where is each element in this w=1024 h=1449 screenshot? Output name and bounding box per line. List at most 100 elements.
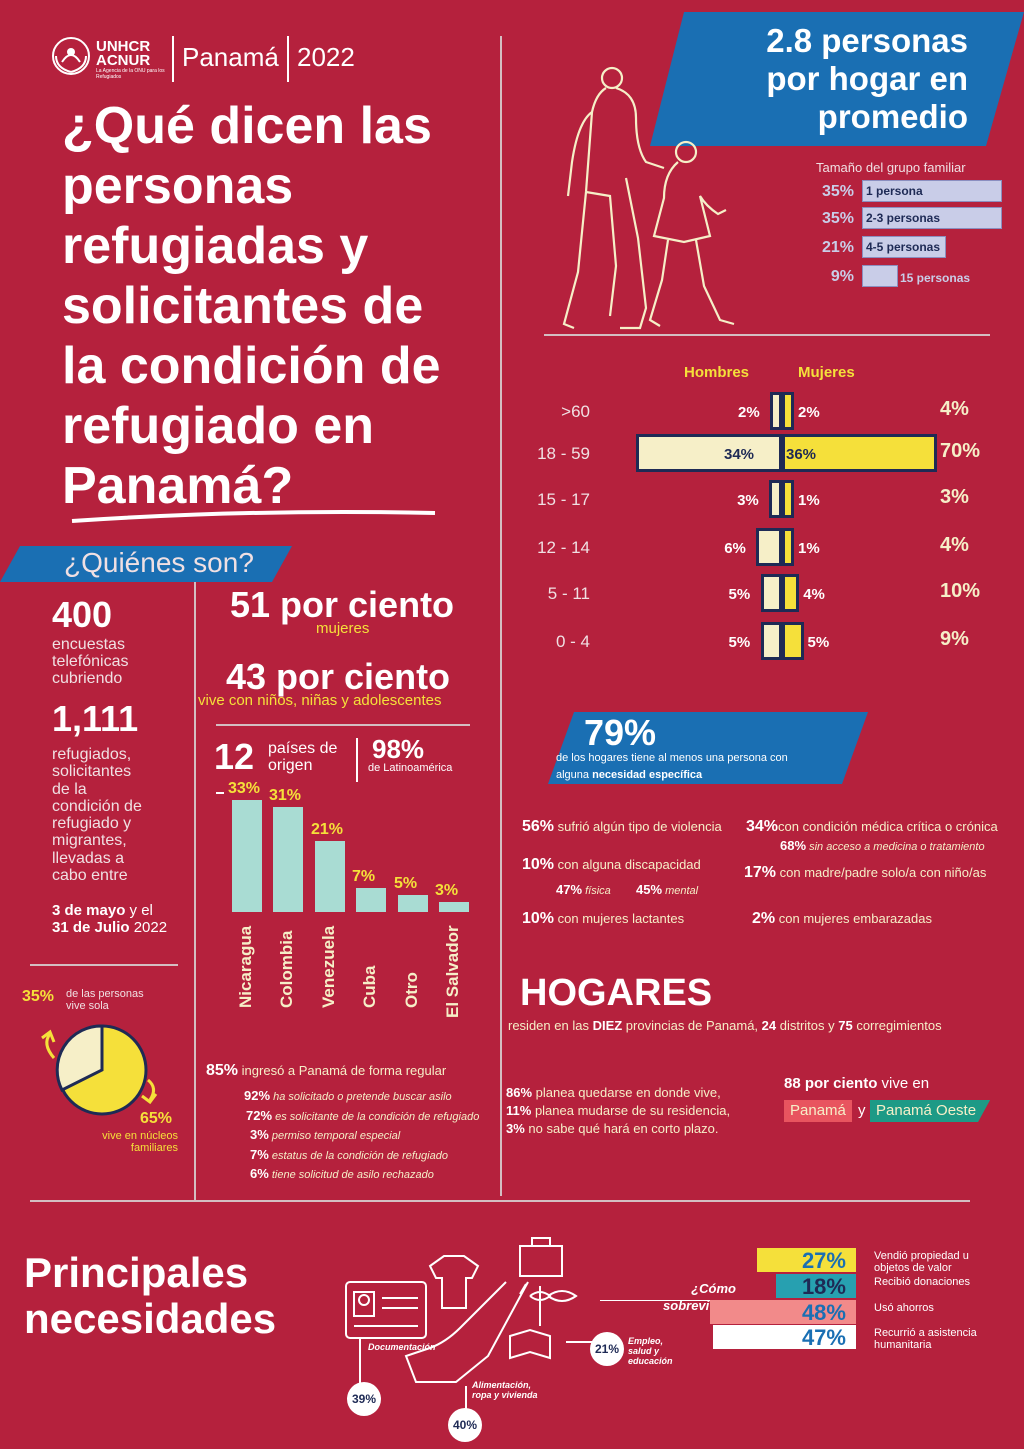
survival-label-line: Vendió propiedad u: [874, 1250, 969, 1262]
need-text: física: [585, 885, 611, 897]
need-doc-pct: 39%: [347, 1382, 381, 1416]
pyramid-women-pct: 1%: [798, 540, 820, 557]
pyramid-total-pct: 4%: [940, 534, 969, 556]
family-size-bar: [862, 207, 1002, 229]
entry-item: 6% tiene solicitud de asilo rechazado: [250, 1166, 434, 1181]
entry-item-pct: 3%: [250, 1127, 269, 1142]
entry-item-text: ha solicitado o pretende buscar asilo: [270, 1091, 452, 1103]
place-label: Panamá Oeste: [876, 1102, 977, 1119]
pyramid-men-bar: [760, 622, 782, 660]
pyramid-women-label: Mujeres: [798, 364, 855, 381]
pyramid-total-pct: 3%: [940, 486, 969, 508]
people-text-line: refugiado y: [52, 815, 132, 833]
title-line: la condición de: [62, 337, 441, 395]
need-pct: 34%: [746, 818, 779, 835]
pyramid-men-pct: 34%: [724, 446, 755, 463]
need-text: sin acceso a medicina o tratamiento: [809, 841, 985, 853]
surveys-number: 400: [52, 594, 113, 635]
children-text: vive con niños, niñas y adolescentes: [198, 692, 442, 709]
hogares-text-part: distritos y: [776, 1018, 839, 1033]
women-stat: 51 por ciento: [230, 584, 455, 625]
title-line: refugiado en: [62, 397, 375, 455]
need-emp-pct: 21%: [590, 1332, 624, 1366]
date-start: 3 de mayo: [52, 902, 126, 919]
principales-title-line: necesidades: [24, 1295, 277, 1342]
survival-label: Usó ahorros: [874, 1302, 994, 1314]
household-banner-text: 2.8 personas por hogar en promedio: [660, 22, 968, 136]
origin-category-label: Colombia: [277, 930, 296, 1008]
survival-pct: 48%: [710, 1300, 856, 1325]
title-line: ¿Qué dicen las: [62, 97, 432, 155]
family-size-bar: [862, 236, 946, 258]
family-size-label: 2-3 personas: [866, 211, 941, 225]
need-doc-label: Documentación: [368, 1342, 436, 1352]
need-text: sufrió algún tipo de violencia: [557, 819, 722, 834]
hogares-plans: 86% planea quedarse en donde vive, 11% p…: [506, 1084, 730, 1138]
pyramid-men-pct: 5%: [728, 586, 751, 603]
need-text: con condición médica crítica o crónica: [778, 819, 998, 834]
people-text-line: de la: [52, 780, 87, 798]
unhcr-emblem-icon: [52, 37, 90, 75]
household-hr: [544, 334, 990, 336]
entry-item-pct: 7%: [250, 1146, 269, 1162]
pyramid-women-bar: [782, 434, 937, 472]
need-pct: 45%: [636, 882, 663, 897]
entry-item-pct: 92%: [244, 1088, 271, 1103]
origin-category-label: Nicaragua: [236, 925, 255, 1008]
family-text: vive en núcleos familiares: [70, 1130, 178, 1154]
pyramid-age-label: 0 - 4: [555, 632, 590, 651]
pyramid-men-bar: [760, 574, 782, 612]
need-food-line: Alimentación,: [472, 1380, 532, 1390]
people-text-line: refugiados,: [52, 746, 132, 763]
children-stat: 43 por ciento: [226, 656, 451, 697]
place-panama-oeste: Panamá Oeste: [870, 1100, 990, 1122]
need-pct: 56%: [522, 818, 555, 835]
people-text-line: migrantes,: [52, 832, 127, 850]
pyramid-men-bar: [769, 480, 782, 518]
need-pct: 10%: [522, 856, 555, 873]
hogares-title: HOGARES: [520, 972, 713, 1014]
pyramid-men-pct: 5%: [728, 634, 751, 651]
need-emp-line: educación: [628, 1356, 673, 1366]
need-emp-line: salud y: [628, 1346, 660, 1356]
entry-item: 72% es solicitante de la condición de re…: [246, 1108, 479, 1123]
origin-bar-label: 3%: [435, 881, 459, 899]
pyramid-total-pct: 70%: [940, 440, 981, 462]
survival-label: Recibió donaciones: [874, 1276, 994, 1288]
countries-number: 12: [214, 736, 255, 777]
need-pct: 10%: [522, 910, 555, 927]
title-line: solicitantes de: [62, 277, 424, 335]
pyramid-women-pct: 4%: [803, 586, 825, 603]
need-pct: 2%: [752, 910, 776, 927]
place-join: y: [858, 1102, 866, 1119]
need-emp-line: Empleo,: [628, 1336, 664, 1346]
family-text-line: vive en núcleos: [102, 1130, 178, 1142]
pyramid-men-pct: 3%: [737, 492, 759, 509]
countries-text: países de origen: [268, 740, 337, 774]
family-size-pct: 35%: [821, 210, 854, 227]
date-join: y el: [125, 902, 153, 919]
need-pct: 47%: [556, 882, 583, 897]
need-mental: 45% mental: [636, 882, 698, 897]
pyramid-age-label: 15 - 17: [537, 490, 590, 509]
plan-pct: 86%: [506, 1085, 533, 1100]
quienes-title: ¿Quiénes son?: [64, 547, 254, 578]
plan-pct: 11%: [506, 1103, 532, 1118]
needs-text-part: alguna: [556, 769, 593, 781]
origin-bar-label: 7%: [352, 868, 376, 886]
pyramid-men-label: Hombres: [684, 364, 750, 381]
pyramid-women-bar: [782, 392, 794, 430]
surveys-text: encuestas telefónicas cubriendo: [52, 636, 129, 687]
page-title: ¿Qué dicen las personas refugiadas y sol…: [62, 96, 441, 516]
header-sep-1: [172, 36, 174, 82]
plan-text: planea quedarse en donde vive,: [535, 1085, 721, 1100]
survival-label-line: humanitaria: [874, 1339, 932, 1351]
family-title: Tamaño del grupo familiar: [816, 160, 966, 175]
needs-text-bold: necesidad específica: [592, 769, 703, 781]
pyramid-women-pct: 36%: [786, 446, 817, 463]
entry-regular: 85% ingresó a Panamá de forma regular: [206, 1062, 446, 1080]
origin-category-label: El Salvador: [443, 925, 462, 1018]
entry-item: 92% ha solicitado o pretende buscar asil…: [244, 1088, 452, 1103]
pyramid-men-pct: 6%: [724, 540, 746, 557]
family-size-pct: 35%: [821, 183, 854, 200]
